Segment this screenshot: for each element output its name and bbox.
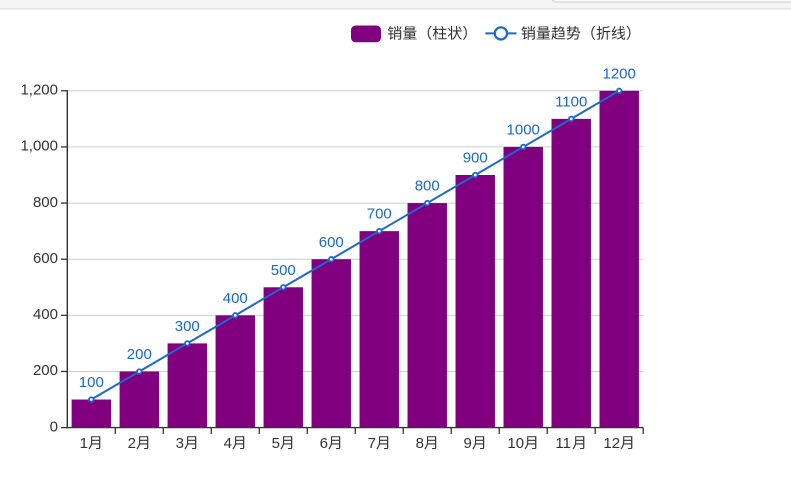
svg-text:400: 400 xyxy=(33,306,58,323)
svg-text:1,200: 1,200 xyxy=(20,82,58,99)
svg-text:600: 600 xyxy=(319,234,344,251)
svg-text:1000: 1000 xyxy=(507,122,540,139)
svg-text:500: 500 xyxy=(271,262,296,279)
svg-text:600: 600 xyxy=(33,250,58,267)
svg-text:200: 200 xyxy=(127,346,152,363)
svg-text:900: 900 xyxy=(463,150,488,167)
svg-text:200: 200 xyxy=(33,362,58,379)
svg-text:700: 700 xyxy=(367,206,392,223)
svg-text:9: 9 xyxy=(464,435,472,452)
svg-text:0: 0 xyxy=(50,418,58,435)
svg-text:800: 800 xyxy=(33,194,58,211)
svg-text:4: 4 xyxy=(224,435,232,452)
svg-text:7: 7 xyxy=(368,435,376,452)
svg-text:100: 100 xyxy=(79,374,104,391)
svg-text:3: 3 xyxy=(176,435,184,452)
svg-text:6: 6 xyxy=(320,435,328,452)
svg-text:12: 12 xyxy=(603,435,620,452)
svg-text:400: 400 xyxy=(223,290,248,307)
svg-text:1,000: 1,000 xyxy=(20,138,58,155)
svg-text:300: 300 xyxy=(175,318,200,335)
svg-text:5: 5 xyxy=(272,435,280,452)
svg-text:2: 2 xyxy=(128,435,136,452)
svg-text:800: 800 xyxy=(415,178,440,195)
svg-text:1200: 1200 xyxy=(603,65,636,82)
svg-text:11: 11 xyxy=(555,435,571,452)
svg-text:1: 1 xyxy=(80,435,88,452)
svg-text:1100: 1100 xyxy=(555,93,587,110)
svg-text:8: 8 xyxy=(416,435,424,452)
svg-text:10: 10 xyxy=(507,435,524,452)
